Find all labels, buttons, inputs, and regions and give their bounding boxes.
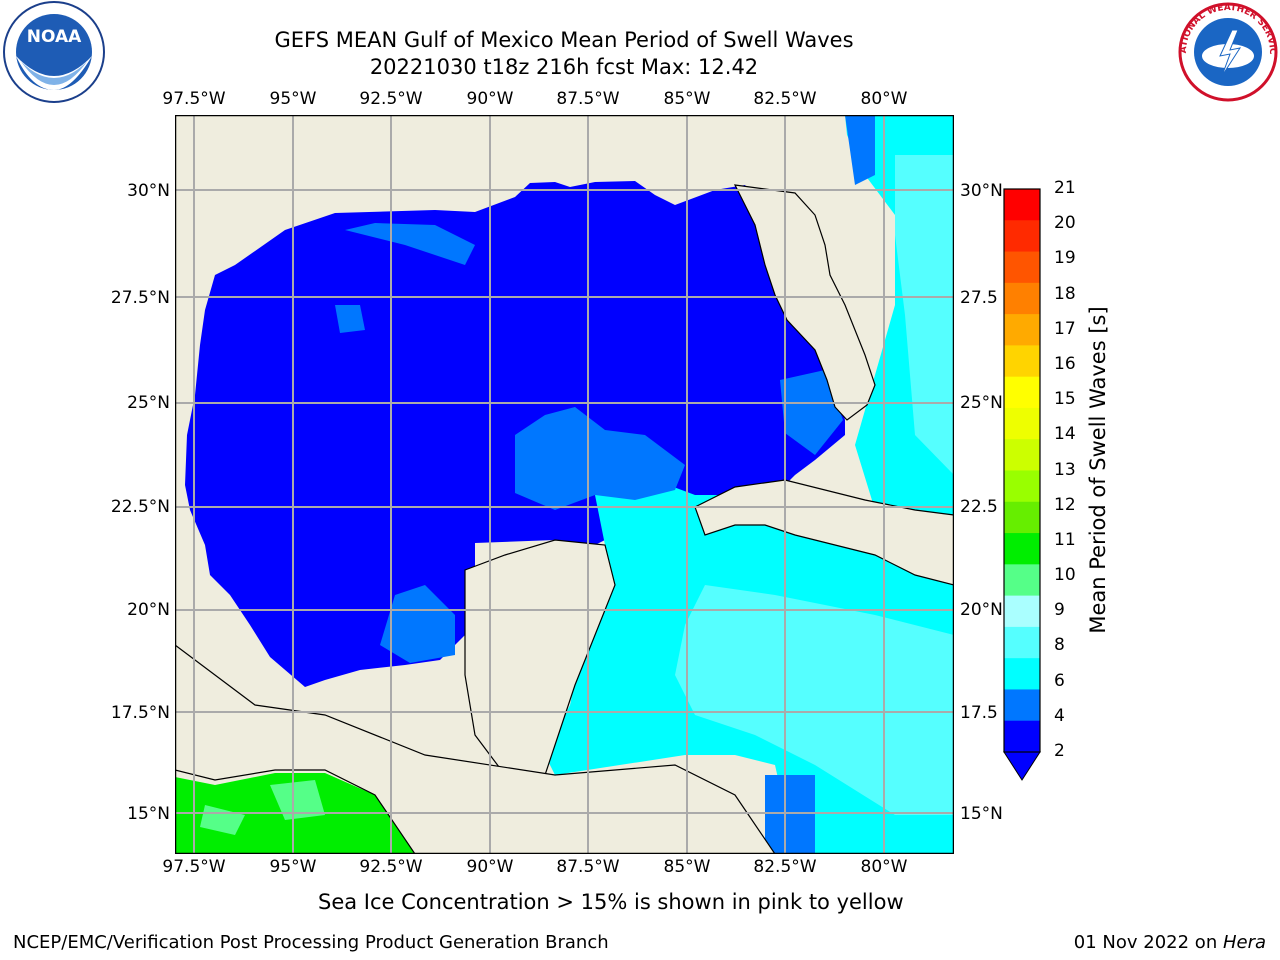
lon-label-top: 80°W: [860, 89, 908, 109]
colorbar-cell: [1004, 564, 1040, 597]
colorbar-tick-label: 21: [1054, 178, 1076, 198]
colorbar-cell: [1004, 220, 1040, 253]
lat-label-left: 22.5°N: [110, 497, 170, 517]
colorbar-cell: [1004, 595, 1040, 628]
colorbar-tick-label: 15: [1054, 389, 1076, 410]
colorbar-tick-label: 17: [1054, 318, 1076, 339]
colorbar-tick-label: 2: [1054, 741, 1065, 761]
lat-label-right: 20°N: [960, 600, 1003, 620]
yucatan-land: [464, 539, 616, 776]
colorbar-cell: [1004, 376, 1040, 409]
colorbar-tick-label: 9: [1054, 600, 1065, 621]
lon-label-top: 85°W: [663, 89, 711, 109]
gulf-map: [175, 115, 954, 854]
lat-label-right: 30°N: [960, 181, 1003, 201]
colorbar-tick-label: 19: [1054, 248, 1076, 269]
chart-title: GEFS MEAN Gulf of Mexico Mean Period of …: [274, 28, 854, 52]
graticule: [175, 115, 954, 854]
lon-label-top: 92.5°W: [359, 89, 423, 109]
colorbar-tick-label: 16: [1054, 353, 1076, 374]
colorbar-tick-label: 14: [1054, 424, 1076, 445]
colorbar-label: Mean Period of Swell Waves [s]: [1086, 306, 1110, 634]
footer-branch: NCEP/EMC/Verification Post Processing Pr…: [13, 932, 609, 953]
colorbar-tick-label: 4: [1054, 705, 1065, 726]
footer-date: 01 Nov 2022 on Hera: [1074, 932, 1266, 953]
lat-label-right: 22.5: [960, 497, 998, 517]
colorbar-cell: [1004, 501, 1040, 534]
colorbar-cell: [1004, 345, 1040, 378]
colorbar-cell: [1004, 720, 1040, 753]
lon-label-bottom: 87.5°W: [556, 857, 620, 877]
footer-date-text: 01 Nov 2022 on: [1073, 932, 1223, 953]
colorbar-tick-label: 13: [1054, 459, 1076, 480]
colorbar-cell: [1004, 314, 1040, 346]
colorbar: [1003, 188, 1041, 781]
lon-label-top: 95°W: [269, 89, 317, 109]
lon-label-top: 82.5°W: [753, 89, 817, 109]
lon-label-bottom: 82.5°W: [753, 857, 817, 877]
lat-label-left: 17.5°N: [110, 703, 170, 723]
colorbar-cell: [1004, 658, 1040, 690]
colorbar-cell: [1004, 189, 1040, 221]
sea-ice-note: Sea Ice Concentration > 15% is shown in …: [318, 890, 904, 914]
colorbar-cell: [1004, 251, 1040, 284]
lon-label-bottom: 90°W: [466, 857, 514, 877]
colorbar-tick-label: 18: [1054, 283, 1076, 304]
colorbar-tick-label: 6: [1054, 670, 1065, 691]
florida-land: [733, 184, 876, 421]
map-frame: [175, 115, 954, 854]
footer-host: Hera: [1222, 932, 1266, 953]
svg-text:NOAA: NOAA: [27, 27, 82, 47]
lon-label-bottom: 92.5°W: [359, 857, 423, 877]
colorbar-tick-label: 10: [1054, 565, 1076, 586]
colorbar-cell: [1004, 470, 1040, 503]
colorbar-cell: [1004, 407, 1040, 440]
lon-label-top: 90°W: [466, 89, 514, 109]
colorbar-tick-label: 8: [1054, 635, 1065, 656]
colorbar-cell: [1004, 439, 1040, 471]
lat-label-right: 27.5: [960, 288, 998, 308]
lon-label-top: 97.5°W: [162, 89, 226, 109]
lon-label-bottom: 95°W: [269, 857, 317, 877]
colorbar-cell: [1004, 282, 1040, 315]
lat-label-left: 15°N: [127, 804, 170, 824]
lat-label-right: 25°N: [960, 393, 1003, 413]
colorbar-tick-label: 20: [1054, 213, 1076, 234]
lat-label-left: 20°N: [127, 600, 170, 620]
lon-label-bottom: 97.5°W: [162, 857, 226, 877]
lon-label-top: 87.5°W: [556, 89, 620, 109]
lon-label-bottom: 80°W: [860, 857, 908, 877]
colorbar-tick-label: 12: [1054, 494, 1076, 515]
colorbar-cell: [1004, 533, 1040, 565]
chart-subtitle-run: 20221030 t18z 216h fcst Max: 12.42: [369, 55, 759, 79]
lat-label-left: 27.5°N: [110, 288, 170, 308]
colorbar-cell: [1004, 626, 1040, 659]
lat-label-left: 30°N: [127, 181, 170, 201]
lat-label-right: 15°N: [960, 804, 1003, 824]
lat-label-right: 17.5: [960, 703, 998, 723]
lon-label-bottom: 85°W: [663, 857, 711, 877]
noaa-logo: NOAA: [3, 1, 105, 103]
colorbar-cell: [1004, 689, 1040, 722]
lat-label-left: 25°N: [127, 393, 170, 413]
nws-logo: NATIONAL WEATHER SERVICE: [1176, 0, 1278, 102]
central-america-land: [175, 644, 776, 854]
colorbar-tick-label: 11: [1054, 529, 1076, 550]
